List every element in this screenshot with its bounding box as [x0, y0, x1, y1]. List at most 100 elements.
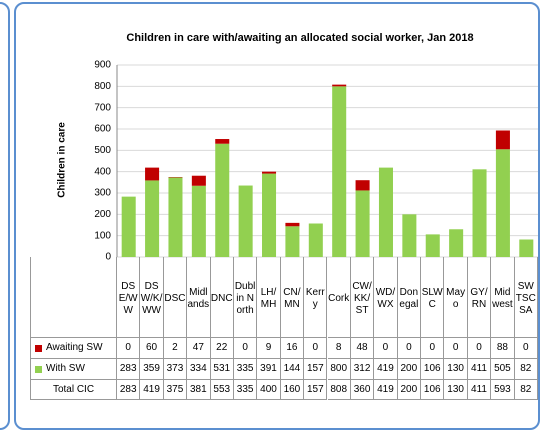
awaiting-value: 47 [187, 338, 211, 359]
total-value: 593 [491, 380, 515, 400]
bar-segment [285, 226, 300, 257]
with-value: 130 [444, 359, 468, 380]
total-value: 157 [304, 380, 328, 400]
legend-swatch [35, 344, 42, 352]
with-value: 334 [187, 359, 211, 380]
bar-segment [378, 167, 393, 257]
with-value: 359 [140, 359, 164, 380]
category-label: Kerry [304, 257, 328, 338]
total-value: 130 [444, 380, 468, 400]
category-label: Midlands [187, 257, 211, 338]
with-value: 391 [257, 359, 281, 380]
category-label: SLWC [421, 257, 445, 338]
total-value: 419 [374, 380, 398, 400]
awaiting-value: 0 [117, 338, 141, 359]
bar-segment [145, 180, 160, 257]
with-value: 82 [514, 359, 538, 380]
total-value: 808 [327, 380, 351, 400]
awaiting-value: 0 [304, 338, 328, 359]
category-label: DSE/WW [117, 257, 141, 338]
legend-label: With SW [46, 363, 85, 374]
awaiting-value: 0 [514, 338, 538, 359]
bar-segment [215, 139, 230, 144]
total-value: 82 [514, 380, 538, 400]
legend-row-header: With SW [30, 359, 117, 380]
awaiting-value: 0 [233, 338, 258, 359]
chart-title: Children in care with/awaiting an alloca… [126, 32, 473, 44]
bar-segment [262, 171, 277, 174]
y-tick-label: 300 [94, 188, 111, 199]
total-value: 106 [421, 380, 445, 400]
y-tick-label: 400 [94, 166, 111, 177]
with-value: 312 [350, 359, 375, 380]
bar-segment [215, 143, 230, 257]
awaiting-value: 8 [327, 338, 351, 359]
total-value: 381 [187, 380, 211, 400]
bar-segment [495, 130, 510, 150]
table-corner [30, 257, 117, 338]
with-value: 335 [233, 359, 258, 380]
category-label: LH/MH [257, 257, 281, 338]
category-label: WD/WX [374, 257, 398, 338]
with-value: 144 [280, 359, 305, 380]
total-value: 419 [140, 380, 164, 400]
total-value: 375 [163, 380, 188, 400]
category-label: Donegal [397, 257, 422, 338]
with-value: 200 [397, 359, 422, 380]
y-tick-label: 500 [94, 145, 111, 156]
category-label: GY/RN [467, 257, 492, 338]
awaiting-value: 0 [421, 338, 445, 359]
awaiting-value: 9 [257, 338, 281, 359]
awaiting-value: 60 [140, 338, 164, 359]
bar-segment [308, 223, 323, 257]
bar-segment [121, 196, 136, 257]
y-axis-label: Children in care [57, 122, 68, 198]
with-value: 531 [210, 359, 234, 380]
with-value: 373 [163, 359, 188, 380]
bar-segment [495, 149, 510, 257]
with-value: 106 [421, 359, 445, 380]
category-label: Mayo [444, 257, 468, 338]
y-tick-label: 100 [94, 230, 111, 241]
y-tick-label: 600 [94, 124, 111, 135]
category-label: Cork [327, 257, 351, 338]
with-value: 157 [304, 359, 328, 380]
bar-segment [332, 86, 347, 257]
total-value: 553 [210, 380, 234, 400]
category-label: DSW/K/WW [140, 257, 164, 338]
bar-segment [191, 175, 206, 186]
bar-segment [449, 229, 464, 257]
bar-segment [519, 239, 534, 257]
awaiting-value: 0 [374, 338, 398, 359]
category-label: SW TSC SA [514, 257, 538, 338]
y-tick-label: 800 [94, 81, 111, 92]
legend-swatch [35, 365, 42, 373]
category-label: DNC [210, 257, 234, 338]
legend-row-header: Awaiting SW [30, 338, 117, 359]
bar-segment [402, 214, 417, 257]
total-value: 411 [467, 380, 492, 400]
total-value: 160 [280, 380, 305, 400]
category-label: DSC [163, 257, 188, 338]
y-tick-label: 200 [94, 209, 111, 220]
bar-segment [425, 234, 440, 257]
bar-segment [355, 190, 370, 257]
awaiting-value: 0 [397, 338, 422, 359]
awaiting-value: 48 [350, 338, 375, 359]
total-value: 200 [397, 380, 422, 400]
awaiting-value: 0 [444, 338, 468, 359]
awaiting-value: 0 [467, 338, 492, 359]
legend-label: Awaiting SW [46, 342, 103, 353]
category-label: CW/KK/ST [350, 257, 375, 338]
with-value: 411 [467, 359, 492, 380]
with-value: 419 [374, 359, 398, 380]
y-tick-label: 900 [94, 60, 111, 71]
bar-segment [145, 167, 160, 181]
bar-segment [238, 185, 253, 257]
category-label: Dublin North [233, 257, 258, 338]
totals-row-header: Total CIC [30, 380, 117, 400]
total-value: 360 [350, 380, 375, 400]
awaiting-value: 2 [163, 338, 188, 359]
